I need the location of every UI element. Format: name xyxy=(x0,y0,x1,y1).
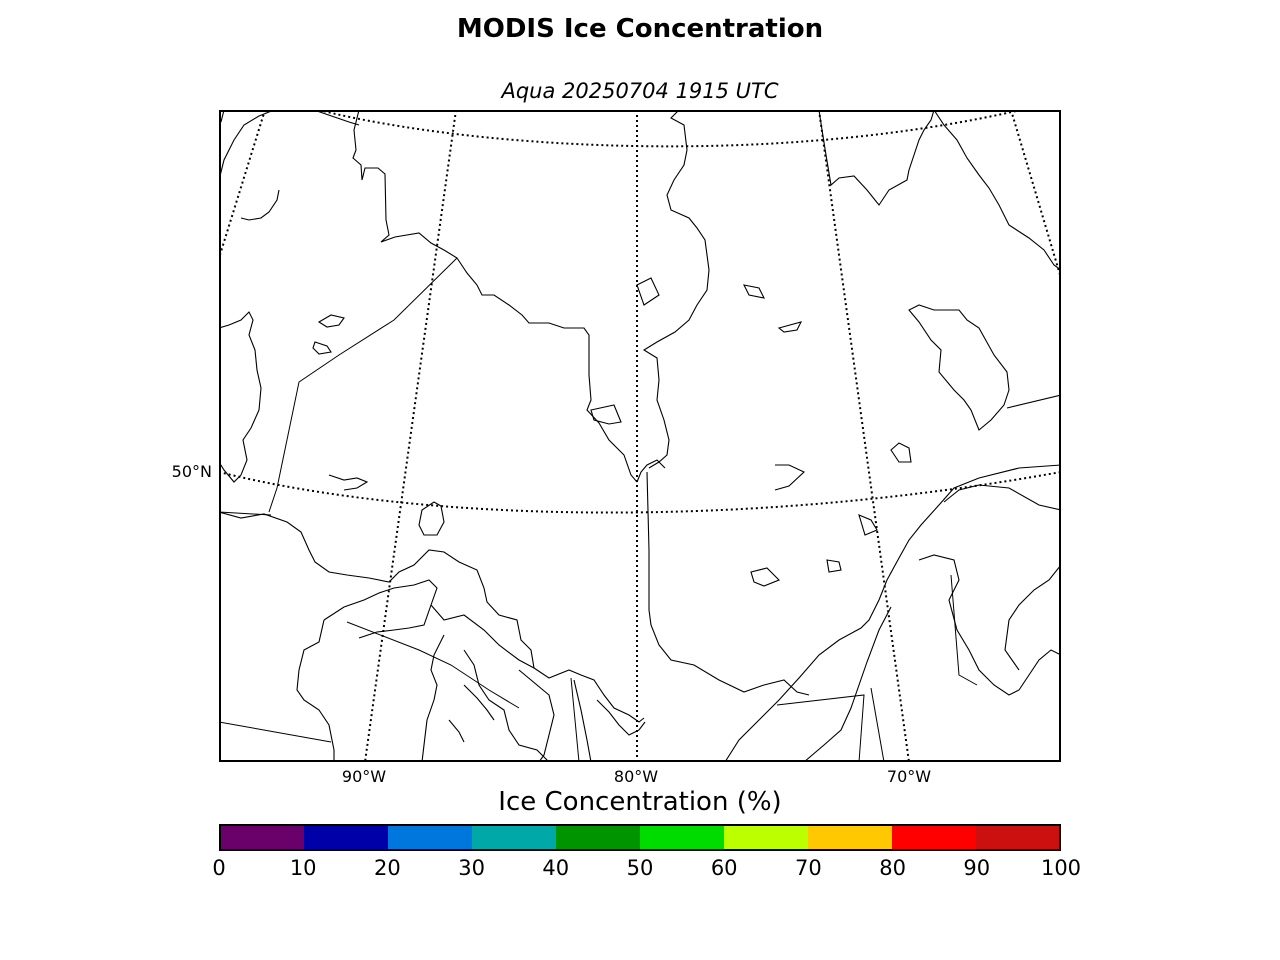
map-panel xyxy=(219,110,1061,762)
longitude-label-70w: 70°W xyxy=(886,767,932,786)
borders xyxy=(219,257,978,762)
colorbar-tick-label: 90 xyxy=(963,856,991,880)
colorbar-swatch xyxy=(388,825,473,850)
colorbar-tick-label: 80 xyxy=(879,856,906,880)
colorbar-tick-label: 10 xyxy=(289,856,317,880)
map-frame xyxy=(219,110,1061,762)
longitude-label-80w: 80°W xyxy=(613,767,659,786)
colorbar-tick-label: 70 xyxy=(795,856,822,880)
latitude-label-50n: 50°N xyxy=(171,462,212,481)
colorbar-swatch xyxy=(640,825,725,850)
coastlines xyxy=(219,110,1061,762)
colorbar xyxy=(219,824,1061,851)
colorbar-frame xyxy=(219,824,1061,851)
colorbar-swatch xyxy=(472,825,557,850)
colorbar-tick-label: 100 xyxy=(1040,856,1082,880)
longitude-label-90w: 90°W xyxy=(341,767,387,786)
colorbar-tick-label: 50 xyxy=(626,856,654,880)
colorbar-swatch xyxy=(220,825,305,850)
colorbar-swatch xyxy=(724,825,809,850)
colorbar-tick-label: 20 xyxy=(374,856,401,880)
colorbar-tick-label: 60 xyxy=(710,856,738,880)
colorbar-swatch xyxy=(304,825,389,850)
chart-title: MODIS Ice Concentration xyxy=(456,14,824,44)
chart-subtitle: Aqua 20250704 1915 UTC xyxy=(501,79,779,103)
colorbar-tick-label: 0 xyxy=(212,856,226,880)
colorbar-tick-label: 30 xyxy=(458,856,485,880)
colorbar-tick-label: 40 xyxy=(542,856,570,880)
graticule xyxy=(219,110,1061,762)
colorbar-swatch xyxy=(892,825,977,850)
colorbar-swatch xyxy=(556,825,641,850)
colorbar-swatch xyxy=(808,825,893,850)
colorbar-title: Ice Concentration (%) xyxy=(498,787,782,817)
colorbar-swatch xyxy=(976,825,1061,850)
